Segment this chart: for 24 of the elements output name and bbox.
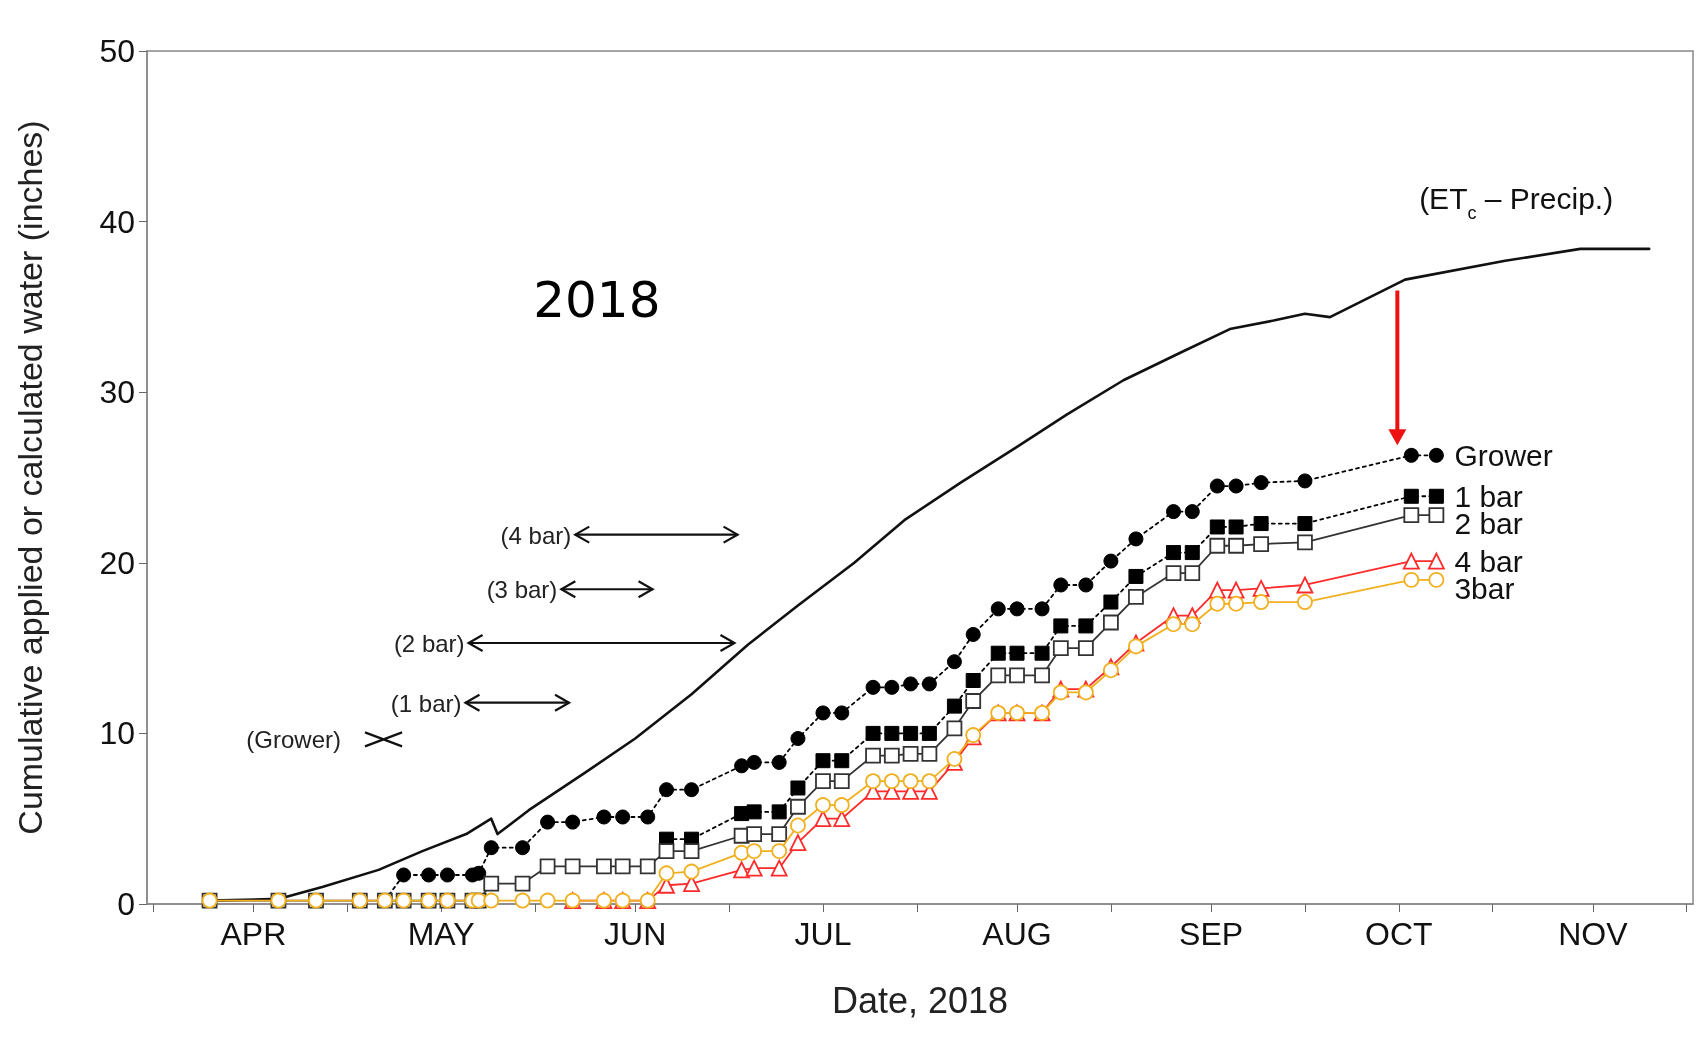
y-tick-label: 50 [99,33,135,69]
annotation: (1 bar) [390,689,462,717]
annotation: (2 bar) [393,629,465,657]
annotation: (3 bar) [486,575,558,603]
y-tick-label: 10 [99,715,135,752]
series-label: (ET$_{c}$ – Precip.) [1419,181,1614,223]
x-tick-label: SEP [1179,916,1244,952]
annotation: 2018 [533,271,661,330]
x-tick-label: OCT [1365,916,1433,952]
x-axis-title: Date, 2018 [831,979,1009,1021]
x-tick-label: JUL [794,916,852,952]
x-tick-label: APR [220,916,287,952]
x-tick-label: JUN [604,916,667,952]
y-tick-label: 20 [99,544,135,581]
y-tick-label: 30 [99,374,135,411]
y-tick-label: 0 [117,886,135,922]
y-axis-title: Cumulative applied or calculated water (inches) [11,120,49,835]
y-tick-label: 40 [99,203,135,240]
x-tick-label: AUG [982,916,1052,952]
annotation: (Grower) [246,725,341,753]
series-label: Grower [1454,438,1553,472]
x-tick-label: MAY [407,916,475,952]
annotation: (4 bar) [500,521,572,549]
x-tick-label: NOV [1558,916,1629,952]
